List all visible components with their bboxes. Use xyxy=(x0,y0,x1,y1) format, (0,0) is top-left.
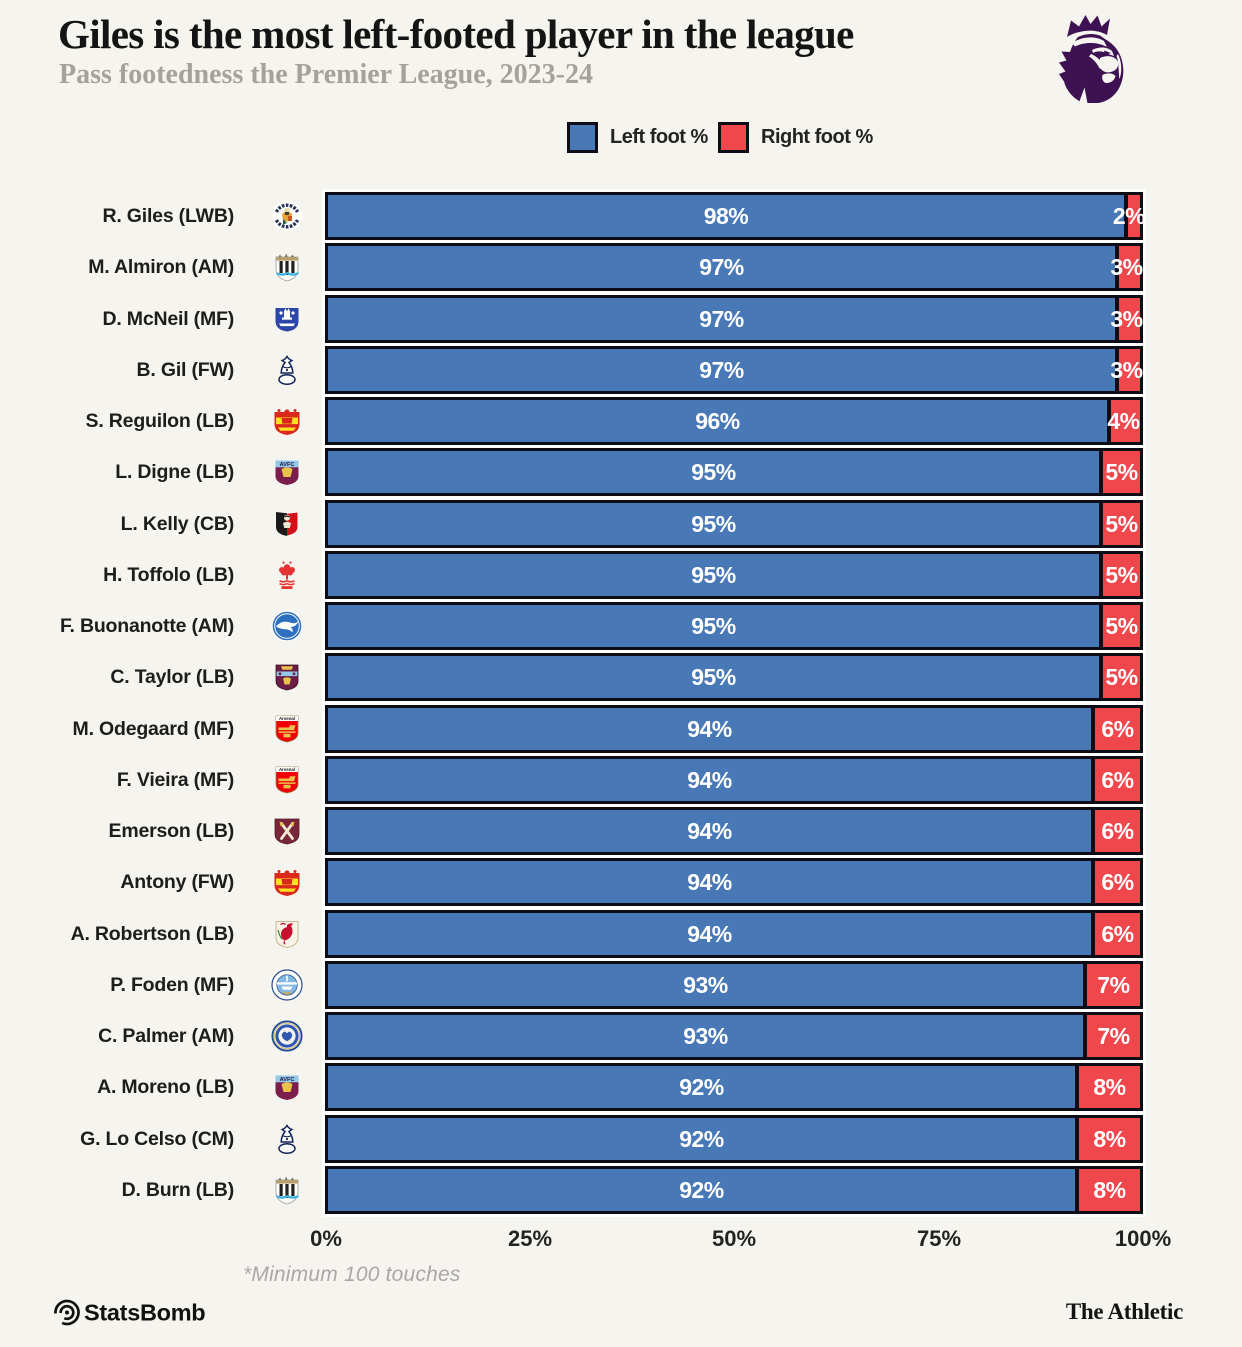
svg-text:Arsenal: Arsenal xyxy=(279,716,295,721)
svg-text:Arsenal: Arsenal xyxy=(279,767,295,772)
svg-text:StatsBomb: StatsBomb xyxy=(84,1300,205,1326)
svg-text:AVFC: AVFC xyxy=(280,1077,295,1083)
svg-text:AVFC: AVFC xyxy=(280,462,295,468)
